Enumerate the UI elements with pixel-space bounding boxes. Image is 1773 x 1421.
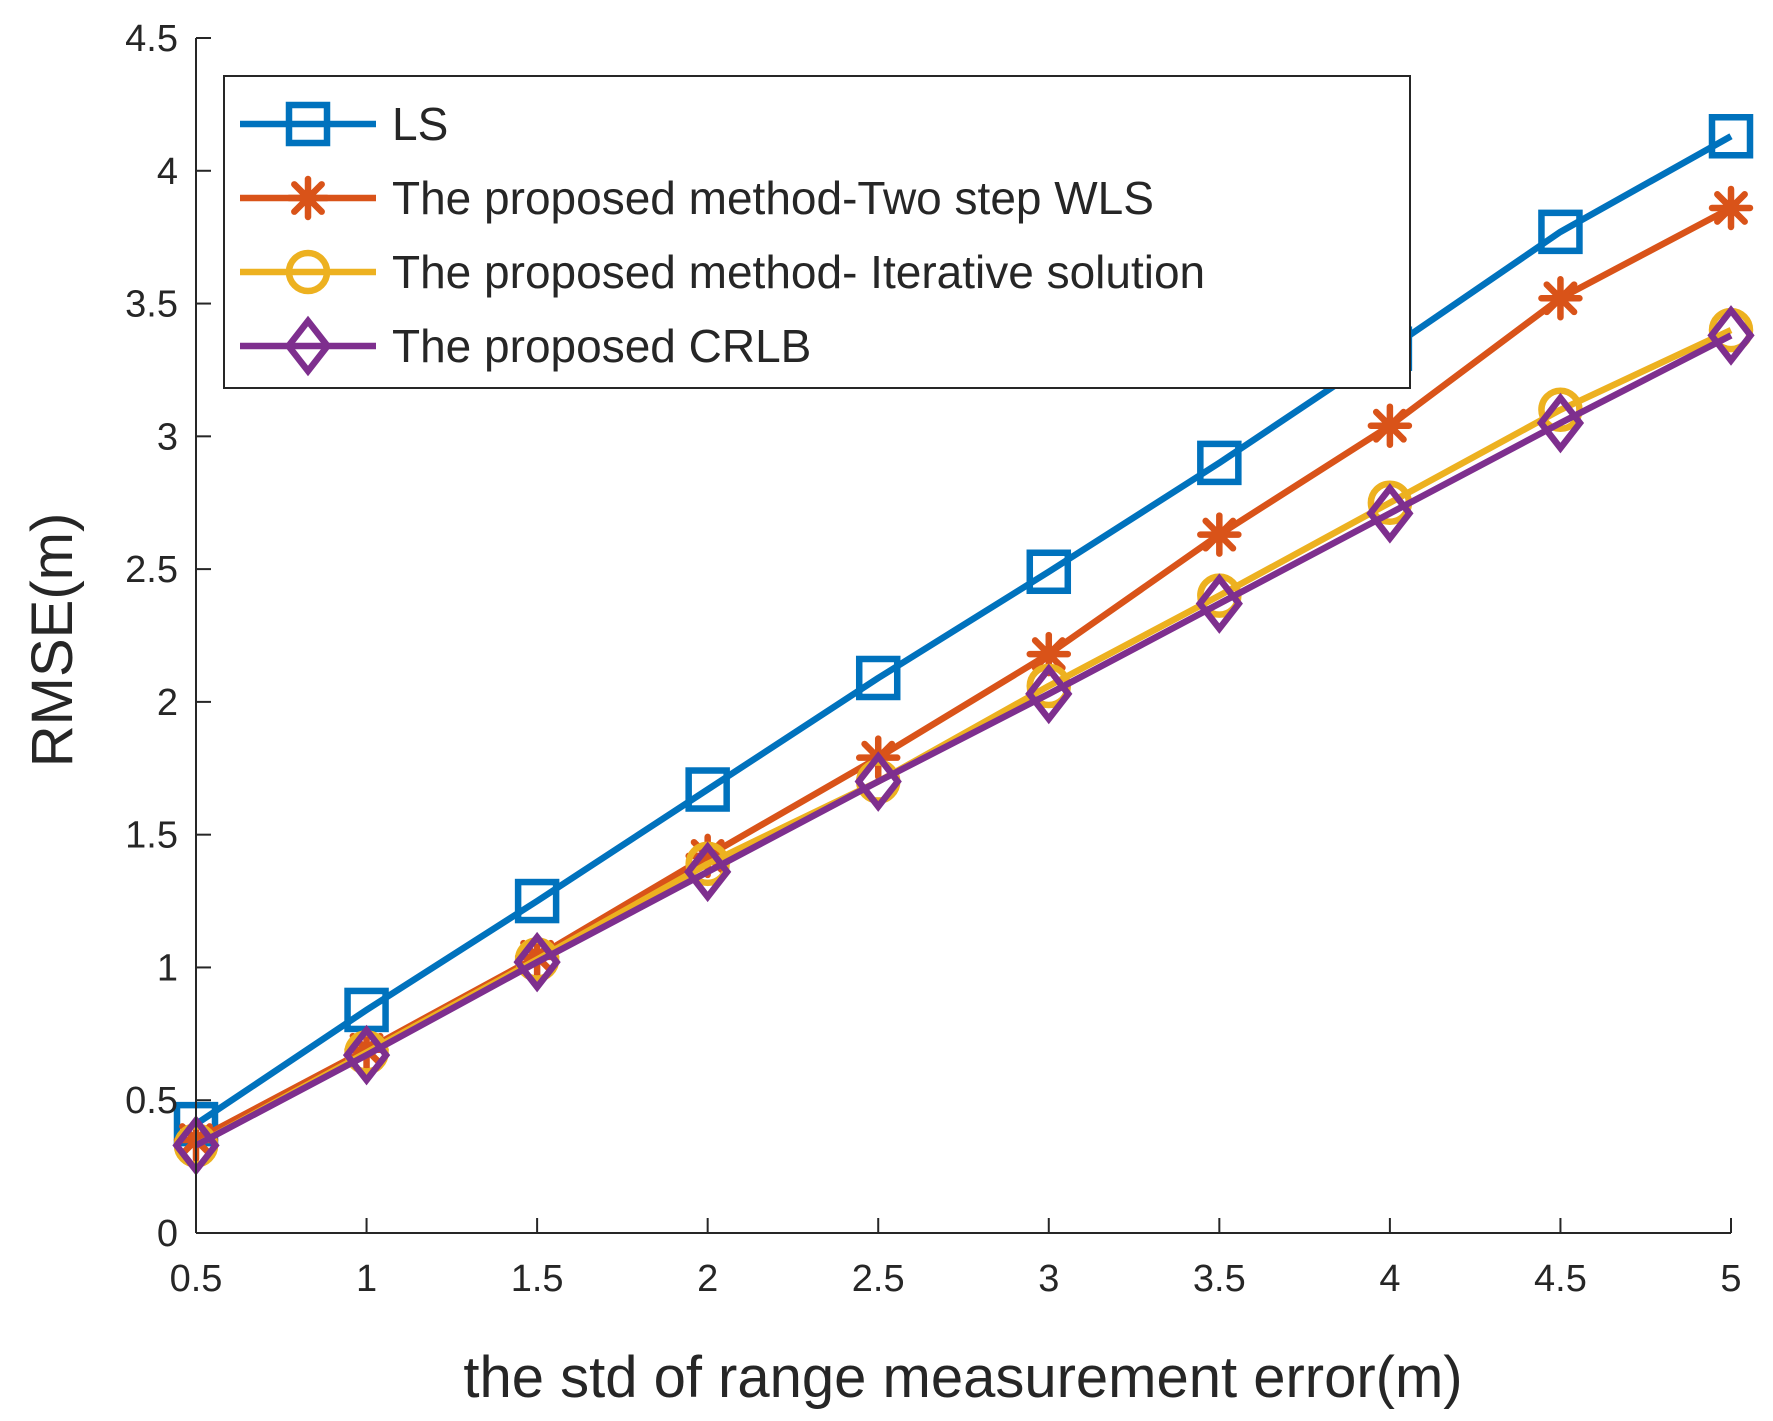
- y-tick-label: 3.5: [125, 284, 178, 326]
- legend-marker: [284, 315, 332, 377]
- series-line: [194, 133, 1733, 1127]
- data-point-marker: [1538, 209, 1583, 255]
- data-point-marker: [1367, 403, 1413, 448]
- data-point-marker: [1025, 663, 1073, 725]
- x-tick-label: 2.5: [852, 1258, 905, 1300]
- x-tick-label: 3: [1038, 1258, 1059, 1300]
- y-tick-label: 1: [157, 947, 178, 989]
- legend-label: The proposed CRLB: [392, 320, 811, 372]
- y-tick-label: 0.5: [125, 1080, 178, 1122]
- legend-marker: [285, 101, 331, 147]
- legend-entry-2: The proposed method-Two step WLS: [240, 172, 1154, 224]
- x-tick-label: 1: [356, 1258, 377, 1300]
- data-point-marker: [854, 751, 902, 812]
- y-tick-label: 4.5: [125, 18, 178, 60]
- y-tick-label: 1.5: [125, 815, 178, 857]
- data-point-marker: [342, 1024, 391, 1086]
- x-tick-label: 5: [1720, 1258, 1741, 1300]
- x-tick-label: 4: [1379, 1258, 1400, 1300]
- legend-box: [223, 75, 1411, 389]
- x-tick-label: 4.5: [1534, 1258, 1587, 1300]
- y-axis-label: RMSE(m): [20, 513, 85, 768]
- legend-entry-4: The proposed CRLB: [240, 315, 811, 377]
- x-tick-label: 2: [697, 1258, 718, 1300]
- data-point-marker: [1026, 631, 1072, 677]
- data-point-marker: [1536, 392, 1585, 454]
- data-point-marker: [684, 841, 732, 903]
- legend-label: The proposed method- Iterative solution: [392, 246, 1205, 298]
- x-tick-label: 3.5: [1193, 1258, 1246, 1300]
- data-point-marker: [514, 878, 560, 924]
- data-point-marker: [1366, 483, 1414, 544]
- data-point-marker: [1197, 512, 1242, 557]
- y-tick-label: 2: [157, 682, 178, 724]
- data-point-marker: [1538, 275, 1583, 321]
- x-tick-label: 0.5: [170, 1258, 223, 1300]
- data-point-marker: [1707, 305, 1755, 366]
- data-point-marker: [1195, 573, 1243, 634]
- data-point-marker: [855, 655, 901, 701]
- x-axis-label: the std of range measurement error(m): [463, 1345, 1462, 1410]
- y-tick-label: 2.5: [125, 549, 178, 591]
- y-tick-label: 3: [157, 416, 178, 458]
- axes-layer: 0.5 1 1.5 2 2.5 3 3.5 4 4.5 500.511.522.533.544.5: [125, 18, 1741, 1300]
- data-point-marker: [1708, 185, 1754, 231]
- legend-entry-3: The proposed method- Iterative solution: [240, 246, 1205, 298]
- data-point-marker: [513, 931, 561, 993]
- legend-marker: [285, 175, 331, 221]
- legend-label: The proposed method-Two step WLS: [392, 172, 1154, 224]
- data-point-marker: [1026, 549, 1072, 595]
- series-layer: [172, 114, 1755, 1176]
- data-point-marker: [685, 833, 730, 879]
- y-tick-label: 4: [157, 151, 178, 193]
- legend-label: LS: [392, 98, 448, 150]
- data-point-marker: [1197, 440, 1242, 486]
- y-tick-label: 0: [157, 1213, 178, 1255]
- legend-entry-1: LS: [240, 98, 448, 150]
- x-tick-label: 1.5: [511, 1258, 564, 1300]
- data-point-marker: [1708, 114, 1754, 159]
- legend-marker: [285, 249, 331, 295]
- legend: LS The proposed method-Two step WLS The pr…: [223, 75, 1411, 389]
- data-point-marker: [685, 767, 730, 812]
- series-line: [194, 332, 1733, 1149]
